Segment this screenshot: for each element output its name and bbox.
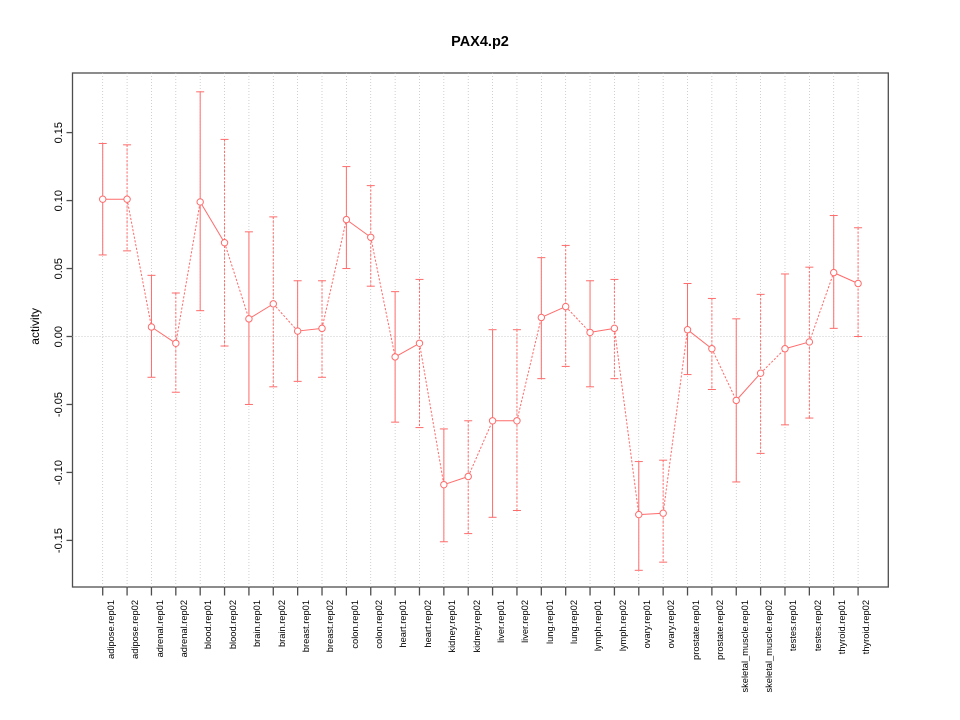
svg-text:PAX4.p2: PAX4.p2 <box>451 34 509 50</box>
